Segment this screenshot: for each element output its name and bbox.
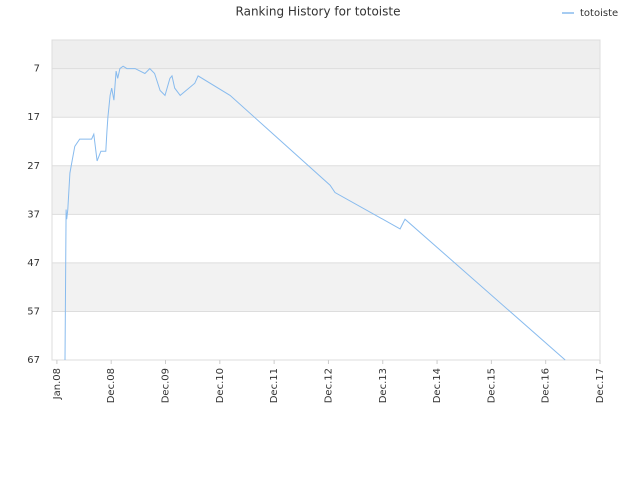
x-tick-label: Jan.08 (52, 368, 63, 400)
x-tick-label: Dec.15 (486, 368, 497, 403)
plot-band (52, 165, 600, 215)
x-tick-label: Dec.14 (432, 368, 443, 403)
plot-band (52, 68, 600, 118)
plot-band (52, 262, 600, 312)
plot-band (52, 311, 600, 360)
x-tick-label: Dec.13 (378, 368, 389, 403)
plot-band (52, 117, 600, 166)
y-tick-label: 37 (27, 209, 40, 220)
plot-border (51, 39, 601, 361)
y-tick-label: 7 (34, 64, 40, 75)
y-tick-label: 57 (27, 306, 40, 317)
x-tick-label: Dec.10 (215, 368, 226, 403)
plot-background (52, 40, 600, 69)
y-tick-label: 27 (27, 161, 40, 172)
x-tick-label: Dec.16 (541, 368, 552, 403)
plot-band (52, 214, 600, 263)
x-tick-label: Dec.11 (269, 368, 280, 403)
x-tick-label: Dec.17 (595, 368, 606, 403)
x-tick-label: Dec.09 (161, 368, 172, 403)
chart-title: Ranking History for totoiste (236, 5, 401, 19)
y-tick-label: 67 (27, 355, 40, 366)
y-tick-label: 17 (27, 112, 40, 123)
x-tick-label: Dec.12 (323, 368, 334, 403)
legend-label: totoiste (580, 8, 618, 19)
x-tick-label: Dec.08 (106, 368, 117, 403)
y-tick-label: 47 (27, 258, 40, 269)
series-line (64, 65, 566, 361)
